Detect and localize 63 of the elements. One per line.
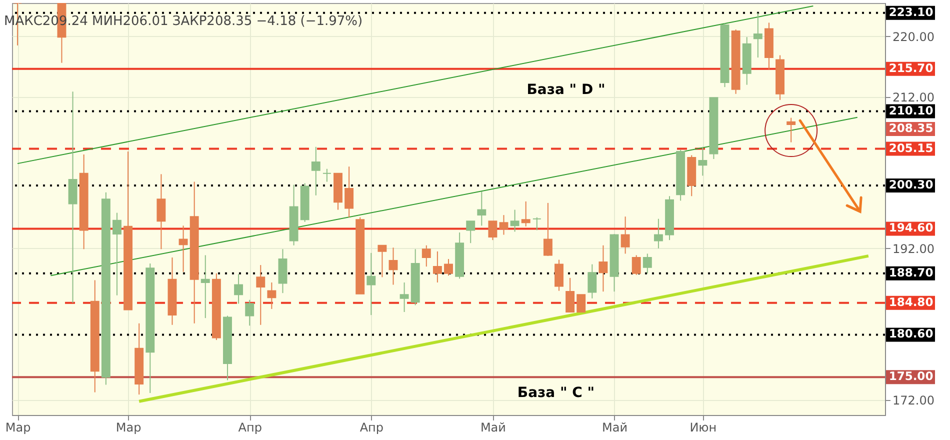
candlestick bbox=[245, 299, 254, 326]
candlestick bbox=[466, 220, 476, 244]
candlestick bbox=[598, 244, 608, 292]
ref-line-label: 215.70 bbox=[888, 60, 934, 75]
ref-line-label: 188.70 bbox=[888, 265, 934, 280]
candlestick bbox=[566, 277, 575, 312]
annotation: База " C " bbox=[517, 385, 595, 401]
candlestick bbox=[256, 264, 266, 326]
candlestick bbox=[477, 191, 486, 226]
candlestick bbox=[234, 274, 244, 304]
y-tick-label: 192.00 bbox=[892, 242, 934, 256]
candlestick bbox=[620, 216, 630, 254]
candlestick bbox=[510, 209, 520, 232]
x-tick-label: Апр bbox=[238, 420, 262, 434]
annotation: База " D " bbox=[526, 82, 606, 98]
candlestick bbox=[786, 117, 796, 143]
ref-line-label: 194.60 bbox=[888, 220, 934, 235]
y-tick-label: 220.00 bbox=[892, 30, 934, 44]
x-tick-label: Июн bbox=[690, 420, 717, 434]
candlestick bbox=[322, 168, 332, 182]
y-tick-label: 212.00 bbox=[892, 90, 934, 104]
candlestick bbox=[576, 294, 586, 312]
candlestick bbox=[422, 244, 431, 268]
candlestick bbox=[499, 214, 508, 236]
candlestick bbox=[632, 254, 641, 276]
x-tick-label: Апр bbox=[360, 420, 384, 434]
candlestick bbox=[588, 264, 597, 299]
candlestick bbox=[178, 225, 188, 272]
candlestick bbox=[68, 91, 78, 304]
ref-line-label: 184.80 bbox=[888, 294, 934, 309]
candlestick bbox=[543, 202, 552, 256]
ref-line-label: 205.15 bbox=[888, 140, 934, 155]
candlestick bbox=[344, 166, 354, 218]
x-tick-label: Май bbox=[602, 420, 628, 434]
candlestick bbox=[698, 146, 708, 176]
candlestick bbox=[366, 252, 376, 316]
candlestick bbox=[521, 200, 530, 227]
candlestick bbox=[753, 12, 762, 58]
candlestick bbox=[156, 174, 166, 250]
x-tick-label: Май bbox=[480, 420, 506, 434]
candlestick bbox=[378, 244, 387, 278]
candlestick bbox=[488, 220, 498, 241]
candlestick bbox=[267, 282, 276, 310]
ref-line-label: 223.10 bbox=[888, 4, 934, 19]
x-tick-label: Мар bbox=[116, 420, 142, 434]
candlestick bbox=[112, 212, 122, 296]
candlestick bbox=[642, 253, 652, 274]
candlestick bbox=[654, 218, 663, 249]
y-tick-label: 172.00 bbox=[892, 393, 934, 408]
candlestick bbox=[444, 258, 453, 276]
ref-line-label: 210.10 bbox=[888, 103, 934, 118]
ref-line-label: 180.60 bbox=[888, 326, 934, 341]
candlestick bbox=[432, 250, 442, 283]
candlestick bbox=[311, 146, 320, 196]
candlestick bbox=[388, 247, 398, 286]
ref-line-label: 200.30 bbox=[888, 178, 934, 192]
candlestick bbox=[532, 216, 542, 231]
x-tick-label: Мар bbox=[5, 420, 31, 434]
text: 208.35 bbox=[888, 121, 934, 135]
candlestick bbox=[200, 254, 210, 319]
candlestick bbox=[400, 282, 409, 312]
ref-line-label: 175.00 bbox=[888, 369, 934, 384]
candlestick bbox=[554, 259, 564, 292]
